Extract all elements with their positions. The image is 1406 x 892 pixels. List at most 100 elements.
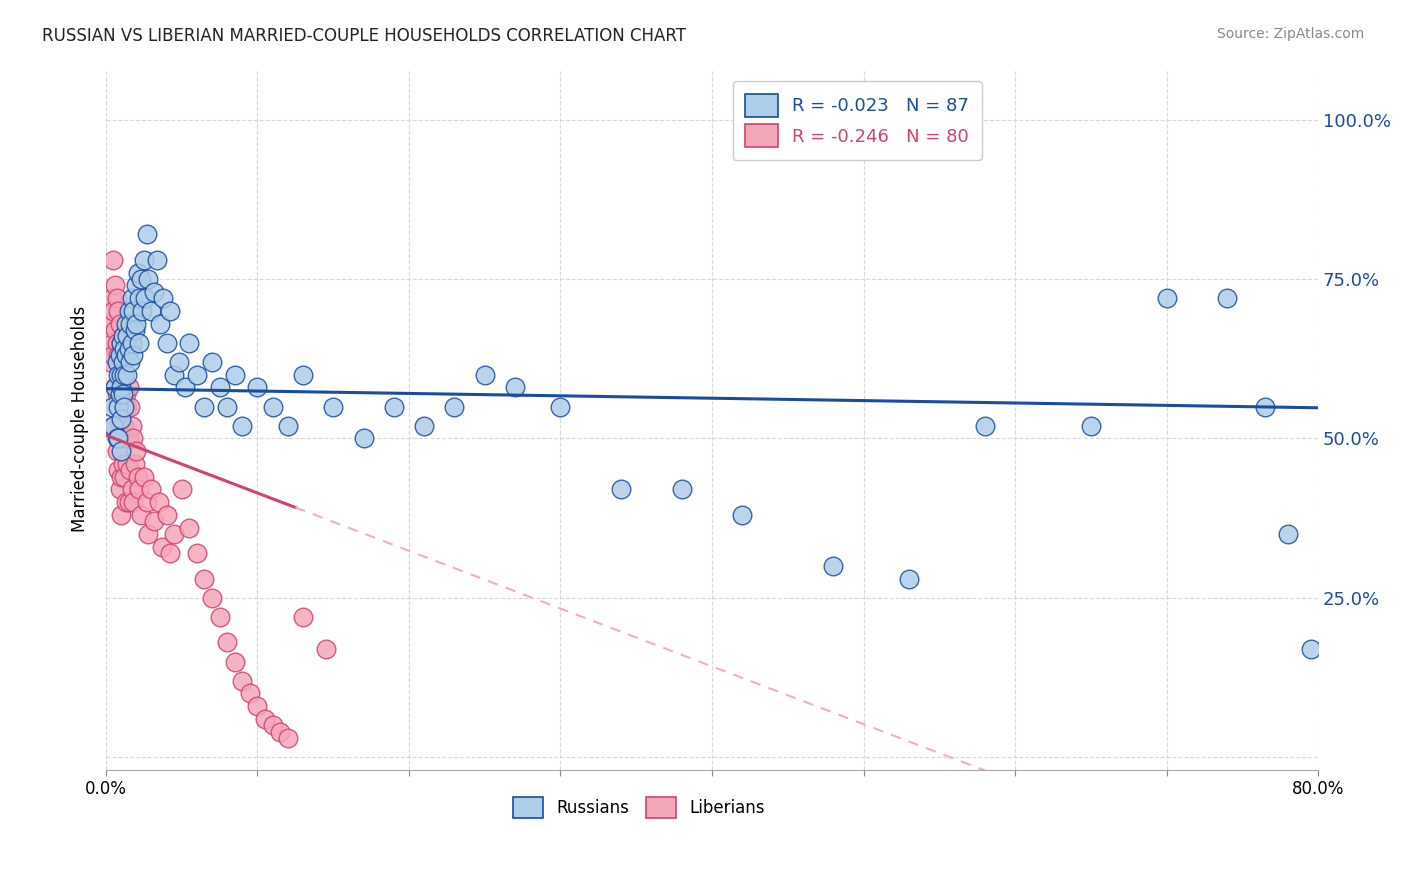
Point bbox=[117, 495, 139, 509]
Point bbox=[148, 495, 170, 509]
Point bbox=[115, 329, 138, 343]
Point bbox=[108, 483, 131, 497]
Point bbox=[107, 368, 129, 382]
Point bbox=[115, 457, 138, 471]
Point bbox=[107, 349, 129, 363]
Point bbox=[155, 508, 177, 522]
Point bbox=[193, 400, 215, 414]
Point bbox=[262, 718, 284, 732]
Point bbox=[1156, 291, 1178, 305]
Point bbox=[131, 303, 153, 318]
Point bbox=[823, 558, 845, 573]
Point bbox=[1277, 527, 1299, 541]
Point bbox=[141, 303, 163, 318]
Point bbox=[149, 317, 172, 331]
Point bbox=[253, 712, 276, 726]
Point bbox=[114, 386, 136, 401]
Point bbox=[103, 252, 125, 267]
Point bbox=[128, 483, 150, 497]
Point bbox=[353, 431, 375, 445]
Point bbox=[124, 323, 146, 337]
Point bbox=[129, 508, 152, 522]
Point bbox=[111, 457, 134, 471]
Point bbox=[125, 317, 148, 331]
Point bbox=[111, 355, 134, 369]
Point bbox=[129, 272, 152, 286]
Point bbox=[103, 349, 125, 363]
Point bbox=[143, 514, 166, 528]
Point bbox=[122, 349, 145, 363]
Point bbox=[111, 386, 134, 401]
Point bbox=[973, 418, 995, 433]
Point bbox=[1080, 418, 1102, 433]
Point bbox=[1254, 400, 1277, 414]
Point bbox=[107, 463, 129, 477]
Point bbox=[134, 291, 156, 305]
Point bbox=[103, 418, 125, 433]
Point bbox=[186, 368, 208, 382]
Point bbox=[127, 266, 149, 280]
Point bbox=[291, 368, 314, 382]
Point bbox=[124, 457, 146, 471]
Point bbox=[107, 303, 129, 318]
Point bbox=[239, 686, 262, 700]
Point bbox=[105, 335, 128, 350]
Point bbox=[201, 591, 224, 605]
Point bbox=[155, 335, 177, 350]
Point bbox=[120, 400, 142, 414]
Point bbox=[322, 400, 344, 414]
Point bbox=[110, 508, 132, 522]
Point bbox=[110, 380, 132, 394]
Point bbox=[112, 368, 135, 382]
Point bbox=[101, 335, 124, 350]
Point bbox=[277, 731, 299, 745]
Point bbox=[107, 431, 129, 445]
Point bbox=[108, 386, 131, 401]
Point bbox=[1299, 641, 1322, 656]
Point bbox=[103, 418, 125, 433]
Point bbox=[110, 412, 132, 426]
Point bbox=[110, 444, 132, 458]
Point bbox=[108, 368, 131, 382]
Point bbox=[117, 380, 139, 394]
Point bbox=[132, 252, 155, 267]
Point bbox=[159, 546, 181, 560]
Point bbox=[104, 278, 127, 293]
Point bbox=[201, 355, 224, 369]
Point bbox=[111, 400, 134, 414]
Point bbox=[112, 400, 135, 414]
Point bbox=[474, 368, 496, 382]
Point bbox=[163, 527, 186, 541]
Point bbox=[110, 469, 132, 483]
Point bbox=[110, 335, 132, 350]
Y-axis label: Married-couple Households: Married-couple Households bbox=[72, 306, 89, 533]
Point bbox=[193, 572, 215, 586]
Point bbox=[550, 400, 572, 414]
Point bbox=[163, 368, 186, 382]
Point bbox=[105, 444, 128, 458]
Point bbox=[413, 418, 436, 433]
Point bbox=[121, 335, 143, 350]
Point bbox=[105, 431, 128, 445]
Point bbox=[112, 469, 135, 483]
Point bbox=[105, 355, 128, 369]
Point bbox=[108, 418, 131, 433]
Point bbox=[114, 349, 136, 363]
Point bbox=[107, 393, 129, 408]
Point bbox=[117, 342, 139, 356]
Point bbox=[224, 368, 246, 382]
Point bbox=[107, 400, 129, 414]
Point bbox=[246, 380, 269, 394]
Point bbox=[114, 431, 136, 445]
Point bbox=[100, 355, 122, 369]
Point bbox=[898, 572, 921, 586]
Point bbox=[105, 291, 128, 305]
Point bbox=[138, 527, 160, 541]
Point bbox=[105, 386, 128, 401]
Point bbox=[121, 418, 143, 433]
Point bbox=[152, 291, 174, 305]
Point bbox=[208, 610, 231, 624]
Point bbox=[117, 431, 139, 445]
Point bbox=[217, 400, 239, 414]
Point bbox=[125, 278, 148, 293]
